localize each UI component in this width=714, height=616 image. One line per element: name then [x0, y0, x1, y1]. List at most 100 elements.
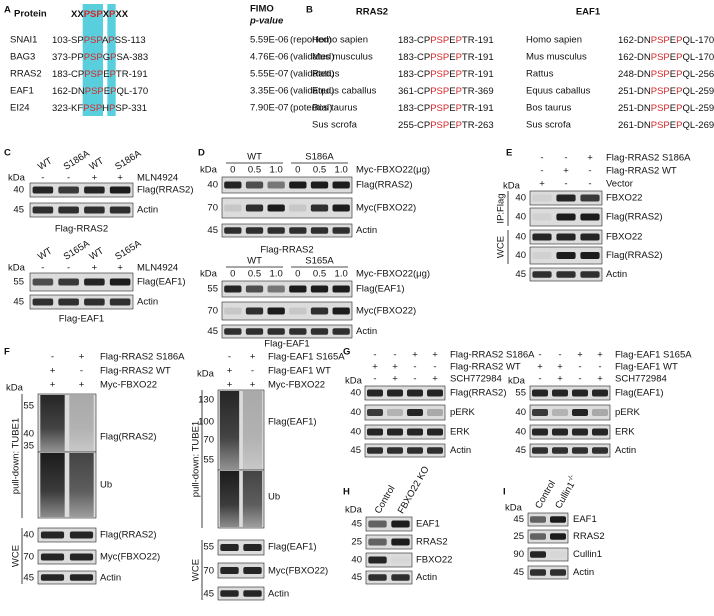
- sequence-part: QL-259: [682, 103, 714, 114]
- p-value: 7.90E-07: [250, 103, 289, 114]
- band: [58, 278, 79, 286]
- sequence-part: TR-191: [462, 103, 494, 114]
- band: [530, 569, 546, 576]
- kda: kDa: [345, 505, 363, 516]
- band: [332, 307, 350, 315]
- band: [224, 285, 242, 293]
- condition: Flag-EAF1 S165A: [615, 350, 692, 361]
- band: [332, 285, 350, 293]
- group-label: WT: [247, 152, 262, 163]
- kda: kDa: [197, 369, 215, 380]
- band: [532, 409, 548, 416]
- section-label: IP:Flag: [496, 193, 507, 223]
- column-header: p-value: [249, 16, 284, 27]
- band: [32, 186, 54, 194]
- band: [580, 271, 600, 278]
- band: [572, 389, 588, 397]
- band: [387, 428, 403, 436]
- band: [109, 186, 131, 194]
- sequence-part: E: [104, 86, 110, 97]
- band-label: Flag(EAF1): [268, 417, 317, 428]
- sequence-part: E: [670, 52, 676, 63]
- band-label: EAF1: [573, 514, 597, 525]
- species: Sus scrofa: [526, 120, 572, 131]
- blot: [217, 539, 265, 556]
- section-label: WCE: [496, 236, 507, 258]
- sign: -: [588, 179, 591, 190]
- sequence-part: P: [456, 103, 462, 114]
- band: [367, 428, 383, 436]
- sequence-part: PSP: [651, 69, 670, 80]
- sequence-part: 103-SP: [52, 35, 84, 46]
- band: [267, 204, 285, 212]
- band: [267, 181, 285, 189]
- condition: Flag-RRAS2 S186A: [100, 352, 185, 363]
- band-label: EAF1: [416, 519, 440, 530]
- species: Equus caballus: [312, 86, 377, 97]
- sign: +: [250, 380, 256, 391]
- sequence-part: 261-DN: [618, 120, 651, 131]
- sequence-part: E: [449, 52, 455, 63]
- band: [387, 447, 403, 454]
- band: [267, 307, 285, 315]
- sign: -: [41, 263, 44, 274]
- species: Sus scrofa: [312, 120, 358, 131]
- band: [556, 213, 576, 221]
- sequence-part: P: [456, 35, 462, 46]
- sequence-part: 162-DN: [618, 52, 651, 63]
- band-label: Ub: [100, 480, 112, 491]
- dose-name: Myc-FBXO22(μg): [356, 165, 430, 176]
- sequence-part: PSP: [430, 86, 449, 97]
- sequence-part: E: [449, 35, 455, 46]
- blot: [529, 385, 611, 401]
- band: [532, 271, 552, 278]
- smear: [242, 471, 263, 527]
- band: [245, 328, 264, 335]
- blot: [29, 272, 134, 292]
- sequence-part: PSP: [84, 35, 103, 46]
- sequence-part: 183-CP: [398, 103, 430, 114]
- band: [69, 574, 94, 581]
- sign: +: [227, 366, 233, 377]
- band-label: Flag(EAF1): [268, 542, 317, 553]
- sequence-part: QL-170: [116, 86, 148, 97]
- marker: 45: [203, 589, 214, 600]
- marker: 55: [203, 542, 214, 553]
- blot: [221, 301, 353, 321]
- kda: kDa: [6, 383, 24, 394]
- sequence-part: PSP: [651, 103, 670, 114]
- sequence-part: 361-CP: [398, 86, 430, 97]
- sequence-part: P: [110, 86, 116, 97]
- lane-label: WT: [36, 245, 55, 262]
- band: [427, 389, 443, 397]
- band-label: Actin: [615, 445, 636, 456]
- marker: 40: [515, 427, 526, 438]
- condition: Flag-RRAS2 WT: [450, 362, 521, 373]
- group-label: WT: [247, 256, 262, 267]
- sequence-part: G: [103, 52, 110, 63]
- species: Mus musculus: [526, 52, 587, 63]
- band-label: Flag(RRAS2): [100, 530, 157, 541]
- marker: 40: [350, 388, 361, 399]
- marker: 70: [207, 203, 218, 214]
- marker: 40: [515, 407, 526, 418]
- marker: 40: [23, 530, 34, 541]
- kda: kDa: [345, 376, 363, 387]
- band-label: Flag(RRAS2): [100, 432, 157, 443]
- band: [550, 516, 566, 523]
- band: [289, 285, 307, 293]
- protein-name: SNAI1: [10, 35, 37, 46]
- dose: 1.0: [270, 269, 283, 280]
- band: [220, 590, 239, 597]
- band: [289, 307, 307, 315]
- marker: 55: [207, 284, 218, 295]
- band: [530, 516, 546, 523]
- condition: Flag-RRAS2 WT: [100, 366, 171, 377]
- panel-label: D: [198, 148, 205, 159]
- band: [267, 285, 285, 293]
- lane-label: Cullin1-/-: [552, 473, 581, 511]
- sequence-part: A: [102, 35, 109, 46]
- kda: kDa: [503, 181, 521, 192]
- band: [532, 428, 548, 436]
- marker: 70: [23, 552, 34, 563]
